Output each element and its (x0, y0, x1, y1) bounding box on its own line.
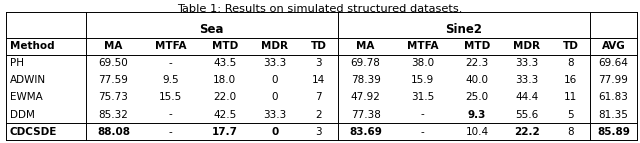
Text: TD: TD (311, 41, 326, 51)
Text: 10.4: 10.4 (465, 127, 488, 137)
Text: 44.4: 44.4 (515, 93, 538, 103)
Text: 77.38: 77.38 (351, 110, 381, 120)
Text: 9.3: 9.3 (468, 110, 486, 120)
Text: 33.3: 33.3 (263, 110, 286, 120)
Text: MA: MA (356, 41, 375, 51)
Text: 0: 0 (271, 76, 278, 85)
Text: 69.50: 69.50 (99, 58, 128, 68)
Text: Table 1: Results on simulated structured datasets.: Table 1: Results on simulated structured… (177, 4, 463, 14)
Text: AVG: AVG (602, 41, 625, 51)
Text: -: - (169, 58, 172, 68)
Text: -: - (421, 127, 424, 137)
Text: EWMA: EWMA (10, 93, 42, 103)
Text: 16: 16 (564, 76, 577, 85)
Text: MA: MA (104, 41, 123, 51)
Text: 43.5: 43.5 (213, 58, 236, 68)
Text: Method: Method (10, 41, 54, 51)
Text: 15.9: 15.9 (411, 76, 435, 85)
Text: -: - (169, 110, 172, 120)
Text: 0: 0 (271, 127, 278, 137)
Text: 78.39: 78.39 (351, 76, 381, 85)
Text: 15.5: 15.5 (159, 93, 182, 103)
Text: 3: 3 (316, 58, 322, 68)
Text: TD: TD (563, 41, 579, 51)
Text: 33.3: 33.3 (515, 58, 538, 68)
Text: 22.0: 22.0 (213, 93, 236, 103)
Text: 77.99: 77.99 (598, 76, 628, 85)
Text: Sea: Sea (200, 23, 224, 36)
Text: 2: 2 (316, 110, 322, 120)
Text: 0: 0 (271, 93, 278, 103)
Text: MTD: MTD (212, 41, 238, 51)
Text: 18.0: 18.0 (213, 76, 236, 85)
Text: 77.59: 77.59 (99, 76, 129, 85)
Text: 83.69: 83.69 (349, 127, 382, 137)
Text: MTFA: MTFA (155, 41, 186, 51)
Text: 69.64: 69.64 (598, 58, 628, 68)
Text: ADWIN: ADWIN (10, 76, 45, 85)
Text: MDR: MDR (261, 41, 288, 51)
Text: 22.3: 22.3 (465, 58, 488, 68)
Text: MDR: MDR (513, 41, 540, 51)
Text: MTFA: MTFA (407, 41, 438, 51)
Text: 40.0: 40.0 (465, 76, 488, 85)
Text: 33.3: 33.3 (263, 58, 286, 68)
Text: 81.35: 81.35 (598, 110, 628, 120)
Text: 7: 7 (316, 93, 322, 103)
Text: 22.2: 22.2 (514, 127, 540, 137)
Text: -: - (421, 110, 424, 120)
Text: 85.32: 85.32 (99, 110, 129, 120)
Text: 11: 11 (564, 93, 577, 103)
Text: 5: 5 (568, 110, 574, 120)
Text: 55.6: 55.6 (515, 110, 538, 120)
Text: 33.3: 33.3 (515, 76, 538, 85)
Text: CDCSDE: CDCSDE (10, 127, 57, 137)
Text: -: - (169, 127, 172, 137)
Text: DDM: DDM (10, 110, 35, 120)
Text: 69.78: 69.78 (351, 58, 381, 68)
Text: 61.83: 61.83 (598, 93, 628, 103)
Text: 31.5: 31.5 (411, 93, 435, 103)
Text: 38.0: 38.0 (411, 58, 435, 68)
Text: 25.0: 25.0 (465, 93, 488, 103)
Text: 17.7: 17.7 (212, 127, 238, 137)
Text: 47.92: 47.92 (351, 93, 381, 103)
Text: 3: 3 (316, 127, 322, 137)
Text: 42.5: 42.5 (213, 110, 236, 120)
Text: MTD: MTD (464, 41, 490, 51)
Text: 75.73: 75.73 (99, 93, 129, 103)
Text: 85.89: 85.89 (597, 127, 630, 137)
Text: Sine2: Sine2 (445, 23, 483, 36)
Text: 8: 8 (568, 58, 574, 68)
Text: 14: 14 (312, 76, 325, 85)
Text: 9.5: 9.5 (163, 76, 179, 85)
Text: 8: 8 (568, 127, 574, 137)
Text: PH: PH (10, 58, 24, 68)
Text: 88.08: 88.08 (97, 127, 130, 137)
